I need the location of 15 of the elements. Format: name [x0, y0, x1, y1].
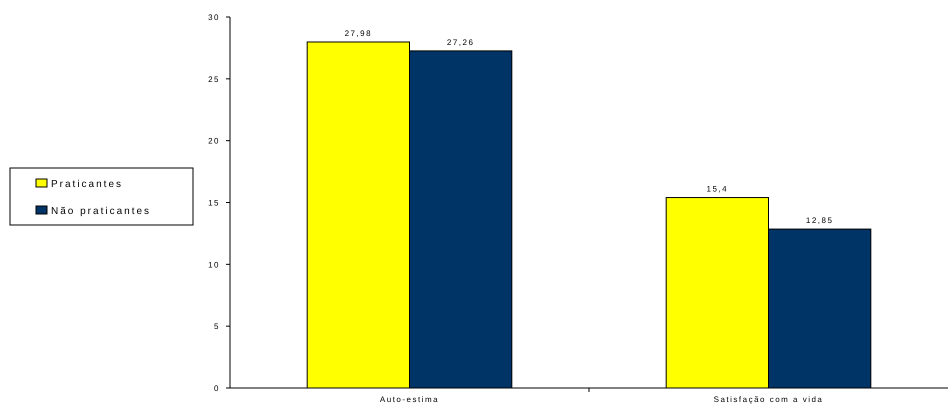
data-label: 27,98 — [344, 28, 372, 38]
y-tick-label: 0 — [214, 384, 220, 393]
y-tick-label: 5 — [214, 322, 220, 332]
data-label: 15,4 — [706, 184, 728, 194]
y-tick-label: 10 — [208, 260, 220, 270]
data-label: 27,26 — [446, 38, 474, 47]
y-tick-label: 30 — [208, 13, 220, 22]
y-tick-label: 20 — [208, 136, 220, 146]
y-tick-label: 15 — [208, 198, 220, 208]
x-tick-label: Satisfação com a vida — [714, 395, 824, 404]
legend-label: Praticantes — [51, 179, 124, 190]
data-label: 12,85 — [806, 216, 834, 226]
legend-label: Não praticantes — [51, 206, 152, 217]
x-tick-label: Auto-estima — [380, 395, 440, 404]
y-tick-label: 25 — [208, 74, 220, 84]
